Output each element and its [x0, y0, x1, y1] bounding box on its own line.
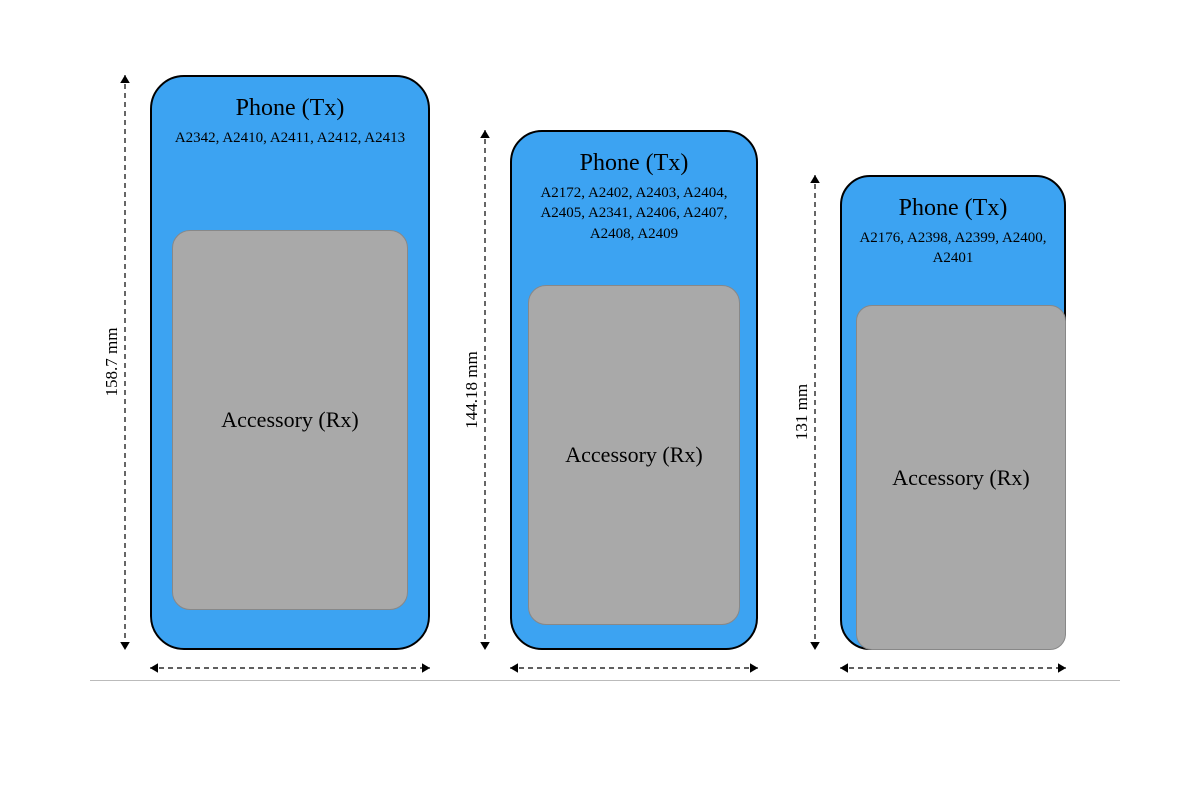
phone-medium-height-label: 144.18 mm [462, 350, 482, 430]
phone-large-accessory: Accessory (Rx) [172, 230, 408, 610]
accessory-label: Accessory (Rx) [565, 442, 702, 468]
diagram-stage: Phone (Tx) A2342, A2410, A2411, A2412, A… [0, 0, 1200, 800]
phone-medium-models: A2172, A2402, A2403, A2404, A2405, A2341… [512, 183, 756, 244]
phone-large-title: Phone (Tx) [152, 95, 428, 122]
phone-small-models: A2176, A2398, A2399, A2400, A2401 [842, 228, 1064, 269]
phone-large-height-label: 158.7 mm [102, 322, 122, 402]
phone-small-title: Phone (Tx) [842, 195, 1064, 222]
phone-medium-title: Phone (Tx) [512, 150, 756, 177]
phone-small-height-label: 131 mm [792, 372, 812, 452]
accessory-label: Accessory (Rx) [221, 407, 358, 433]
phone-large-models: A2342, A2410, A2411, A2412, A2413 [152, 128, 428, 148]
phone-small-accessory: Accessory (Rx) [856, 305, 1066, 650]
baseline-rule [90, 680, 1120, 681]
accessory-label: Accessory (Rx) [892, 465, 1029, 491]
phone-medium-accessory: Accessory (Rx) [528, 285, 740, 625]
